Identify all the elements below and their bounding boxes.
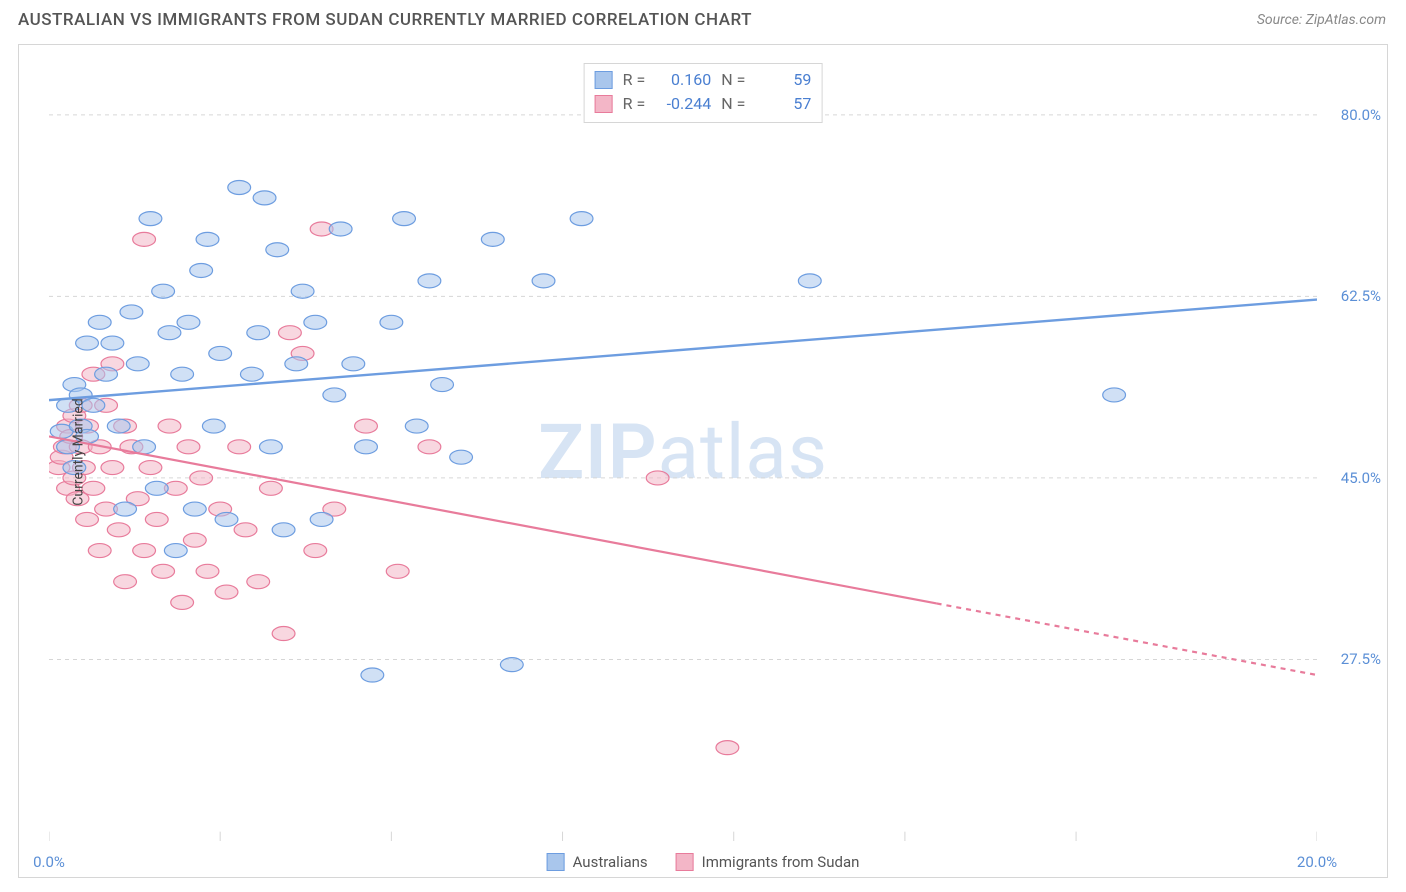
legend: Australians Immigrants from Sudan <box>547 853 860 871</box>
x-tick-end: 20.0% <box>1297 853 1337 871</box>
legend-item-1: Immigrants from Sudan <box>676 853 860 871</box>
y-axis-label: Currently Married <box>71 398 87 505</box>
swatch-series-1 <box>595 95 613 113</box>
x-tick-start: 0.0% <box>33 853 65 871</box>
r-label-0: R = <box>623 68 646 92</box>
stats-row-1: R = -0.244 N = 57 <box>595 92 812 116</box>
n-label-0: N = <box>721 68 745 92</box>
legend-item-0: Australians <box>547 853 648 871</box>
plot-area: ZIPatlas Currently Married 27.5% 45.0% 6… <box>49 63 1317 841</box>
n-value-0: 59 <box>755 68 811 92</box>
chart-title: AUSTRALIAN VS IMMIGRANTS FROM SUDAN CURR… <box>18 10 752 30</box>
legend-swatch-1 <box>676 853 694 871</box>
n-label-1: N = <box>721 92 745 116</box>
stats-row-0: R = 0.160 N = 59 <box>595 68 812 92</box>
legend-label-1: Immigrants from Sudan <box>702 853 860 871</box>
swatch-series-0 <box>595 71 613 89</box>
y-tick-2: 62.5% <box>1341 287 1381 305</box>
n-value-1: 57 <box>755 92 811 116</box>
r-value-1: -0.244 <box>655 92 711 116</box>
y-tick-1: 45.0% <box>1341 469 1381 487</box>
source-attribution: Source: ZipAtlas.com <box>1257 12 1386 28</box>
y-tick-3: 80.0% <box>1341 106 1381 124</box>
y-tick-0: 27.5% <box>1341 650 1381 668</box>
r-label-1: R = <box>623 92 646 116</box>
stats-box: R = 0.160 N = 59 R = -0.244 N = 57 <box>584 63 823 123</box>
plot-svg <box>49 63 1317 841</box>
chart-container: ZIPatlas Currently Married 27.5% 45.0% 6… <box>18 44 1388 878</box>
legend-swatch-0 <box>547 853 565 871</box>
legend-label-0: Australians <box>573 853 648 871</box>
r-value-0: 0.160 <box>655 68 711 92</box>
